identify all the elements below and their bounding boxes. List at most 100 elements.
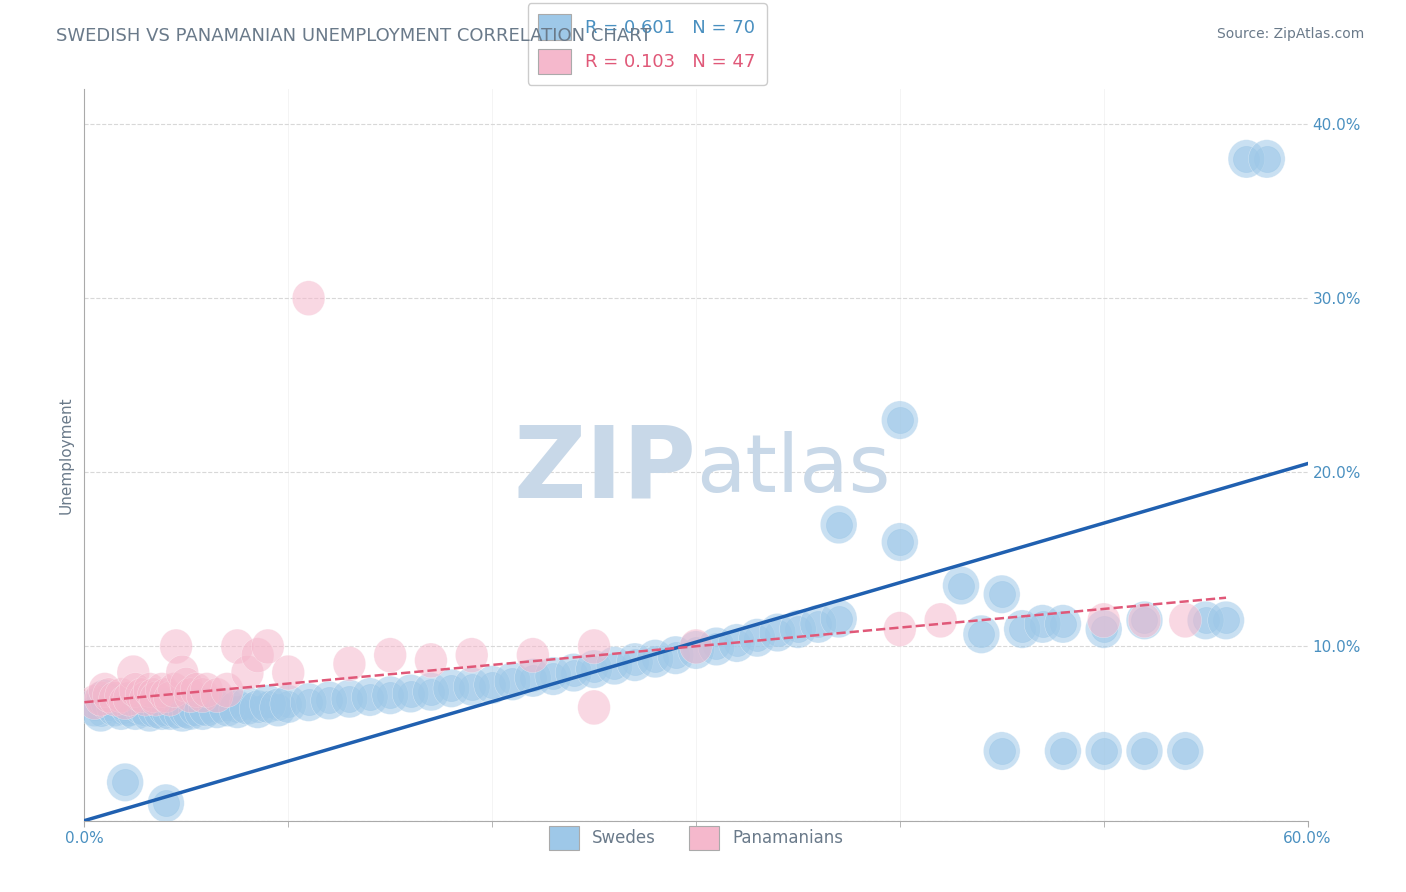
Ellipse shape: [166, 656, 198, 690]
Ellipse shape: [131, 693, 167, 731]
Ellipse shape: [148, 689, 184, 727]
Ellipse shape: [983, 575, 1021, 614]
Ellipse shape: [186, 678, 219, 713]
Ellipse shape: [208, 689, 246, 727]
Point: [246, 702, 269, 716]
Point: [124, 704, 146, 718]
Ellipse shape: [103, 692, 139, 730]
Ellipse shape: [153, 681, 186, 716]
Point: [1052, 744, 1074, 758]
Point: [138, 706, 160, 720]
Point: [828, 517, 851, 532]
Point: [583, 662, 606, 676]
Ellipse shape: [90, 683, 127, 722]
Point: [93, 691, 115, 706]
Ellipse shape: [104, 678, 138, 713]
Ellipse shape: [76, 689, 112, 727]
Ellipse shape: [412, 673, 450, 711]
Ellipse shape: [167, 690, 205, 729]
Ellipse shape: [221, 629, 253, 664]
Ellipse shape: [201, 678, 233, 713]
Point: [1052, 616, 1074, 631]
Point: [1133, 744, 1156, 758]
Ellipse shape: [371, 676, 409, 714]
Ellipse shape: [494, 662, 531, 700]
Text: Source: ZipAtlas.com: Source: ZipAtlas.com: [1216, 27, 1364, 41]
Ellipse shape: [637, 640, 673, 678]
Ellipse shape: [679, 629, 713, 664]
Ellipse shape: [942, 566, 980, 605]
Point: [828, 612, 851, 626]
Ellipse shape: [697, 627, 735, 665]
Point: [114, 695, 136, 709]
Ellipse shape: [882, 523, 918, 561]
Ellipse shape: [89, 673, 121, 707]
Ellipse shape: [152, 692, 188, 730]
Legend: Swedes, Panamanians: Swedes, Panamanians: [541, 819, 851, 856]
Point: [1092, 622, 1115, 636]
Point: [195, 700, 218, 714]
Point: [1032, 616, 1054, 631]
Ellipse shape: [124, 687, 160, 725]
Ellipse shape: [86, 680, 124, 718]
Ellipse shape: [93, 678, 125, 713]
Point: [186, 700, 208, 714]
Ellipse shape: [143, 692, 180, 730]
Ellipse shape: [616, 643, 654, 681]
Ellipse shape: [963, 615, 1000, 654]
Point: [787, 622, 810, 636]
Ellipse shape: [311, 681, 347, 720]
Point: [970, 627, 993, 641]
Point: [807, 616, 830, 631]
Point: [1011, 622, 1033, 636]
Point: [420, 685, 443, 699]
Ellipse shape: [924, 603, 957, 638]
Point: [267, 700, 290, 714]
Ellipse shape: [1187, 601, 1225, 640]
Ellipse shape: [117, 656, 149, 690]
Ellipse shape: [260, 689, 297, 727]
Point: [603, 658, 626, 673]
Ellipse shape: [97, 689, 134, 727]
Ellipse shape: [516, 638, 550, 673]
Point: [644, 651, 666, 665]
Point: [991, 744, 1014, 758]
Point: [257, 697, 280, 711]
Ellipse shape: [125, 678, 157, 713]
Ellipse shape: [392, 674, 429, 713]
Ellipse shape: [138, 690, 174, 729]
Point: [226, 702, 249, 716]
Ellipse shape: [138, 678, 170, 713]
Ellipse shape: [1045, 605, 1081, 643]
Ellipse shape: [820, 506, 858, 544]
Point: [339, 691, 361, 706]
Ellipse shape: [149, 678, 183, 713]
Text: ZIP: ZIP: [513, 421, 696, 518]
Point: [1195, 613, 1218, 627]
Ellipse shape: [1087, 603, 1121, 638]
Ellipse shape: [112, 681, 146, 716]
Ellipse shape: [474, 665, 510, 704]
Point: [110, 704, 132, 718]
Ellipse shape: [352, 678, 388, 716]
Point: [114, 775, 136, 789]
Ellipse shape: [1168, 603, 1202, 638]
Ellipse shape: [330, 680, 368, 718]
Ellipse shape: [139, 681, 172, 716]
Ellipse shape: [779, 610, 817, 648]
Ellipse shape: [1085, 610, 1122, 648]
Text: atlas: atlas: [696, 431, 890, 508]
Ellipse shape: [79, 685, 111, 720]
Point: [191, 704, 214, 718]
Point: [236, 698, 259, 713]
Ellipse shape: [1085, 731, 1122, 770]
Ellipse shape: [219, 690, 256, 729]
Point: [298, 695, 321, 709]
Point: [380, 688, 402, 702]
Ellipse shape: [578, 629, 610, 664]
Ellipse shape: [134, 673, 166, 707]
Point: [725, 636, 748, 650]
Ellipse shape: [172, 692, 208, 730]
Ellipse shape: [108, 685, 142, 720]
Point: [155, 796, 177, 810]
